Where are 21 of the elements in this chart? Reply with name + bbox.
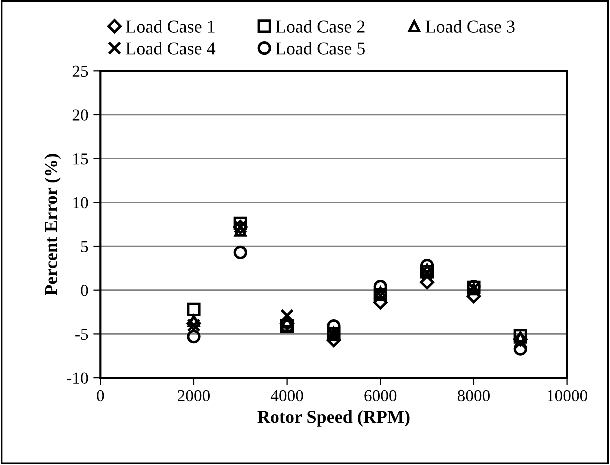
y-tick-label: 10 xyxy=(74,197,88,209)
x-tick-label: 10000 xyxy=(548,390,588,402)
legend-label: Load Case 2 xyxy=(276,20,365,33)
y-tick-label: -10 xyxy=(67,372,88,384)
legend-label: Load Case 5 xyxy=(276,42,365,55)
x-tick-label: 2000 xyxy=(178,390,210,402)
y-tick-label: 15 xyxy=(74,154,88,165)
y-axis-title: Percent Error (%) xyxy=(44,154,62,296)
x-tick-label: 4000 xyxy=(270,390,304,402)
y-tick-label: -5 xyxy=(76,329,88,340)
x-tick-label: 6000 xyxy=(364,390,397,402)
x-tick-label: 0 xyxy=(97,390,104,402)
y-tick-label: 25 xyxy=(72,66,88,78)
y-tick-label: 5 xyxy=(81,241,88,252)
x-axis-title: Rotor Speed (RPM) xyxy=(258,410,410,427)
x-tick-label: 8000 xyxy=(458,390,490,402)
y-tick-label: 20 xyxy=(72,110,88,121)
legend-label: Load Case 4 xyxy=(126,42,216,55)
y-tick-label: 0 xyxy=(81,285,88,296)
legend-label: Load Case 3 xyxy=(426,20,515,33)
legend-label: Load Case 1 xyxy=(126,20,215,33)
